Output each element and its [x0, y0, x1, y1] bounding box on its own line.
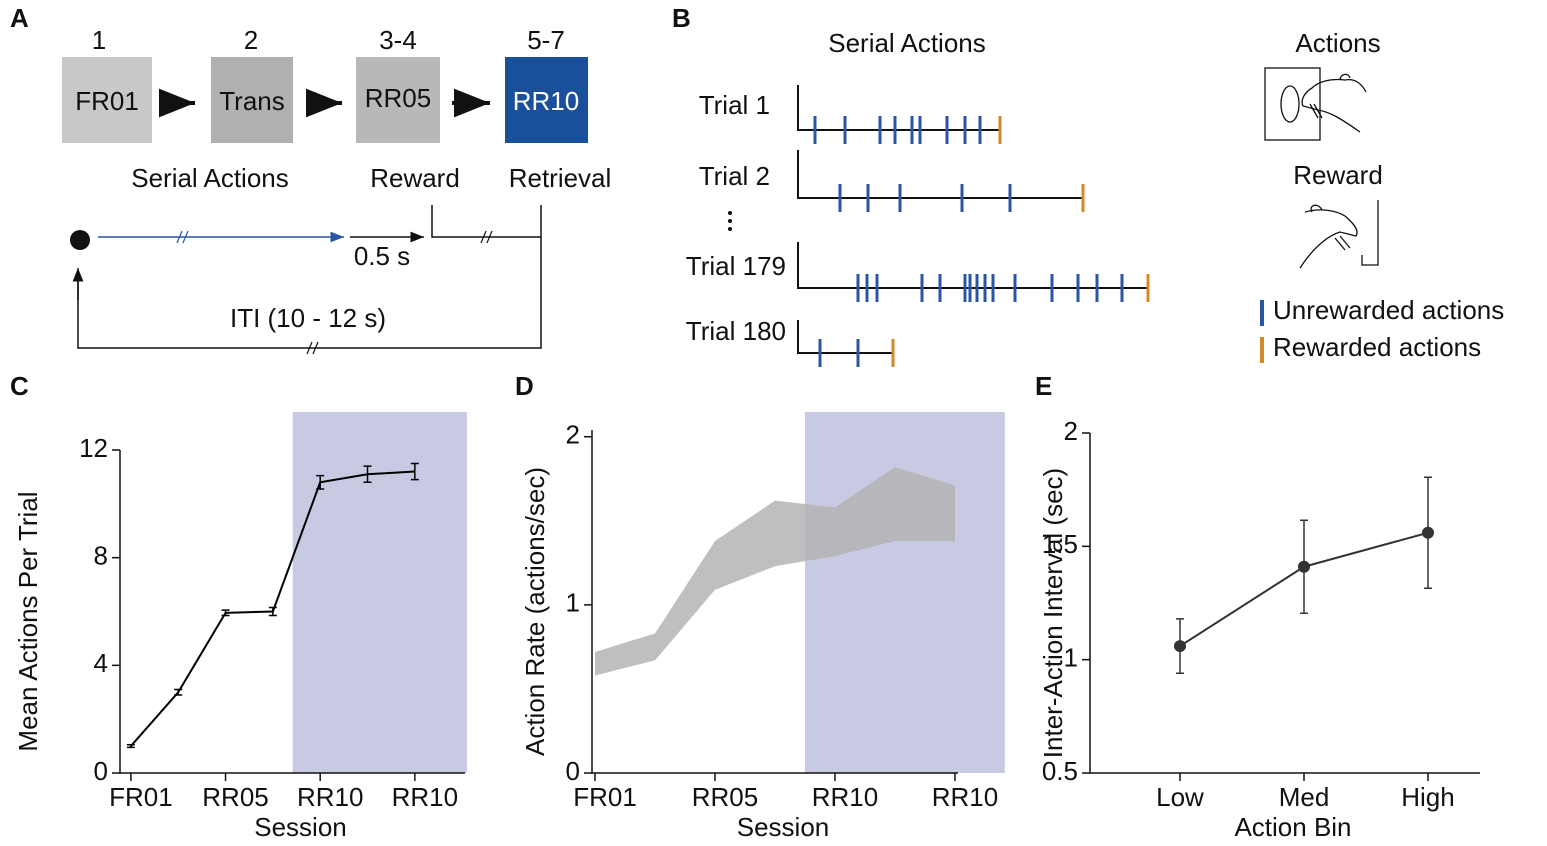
panel-b: B Serial Actions Trial 1 Trial 2 Trial 1… [672, 3, 1504, 367]
legend-label: Unrewarded actions [1273, 295, 1504, 325]
error-bar [126, 743, 135, 749]
y-tick-label: 0 [566, 756, 580, 786]
data-band [595, 466, 955, 676]
stage-label: Trans [219, 86, 285, 116]
x-tick-label: RR10 [932, 782, 998, 812]
x-tick-label: RR05 [202, 782, 268, 812]
stage-label: FR01 [75, 86, 139, 116]
x-axis-label: Action Bin [1234, 812, 1351, 842]
panel-letter: E [1035, 371, 1052, 401]
raster-axis [797, 85, 1148, 354]
trial-label: Trial 2 [699, 161, 770, 191]
x-axis-label: Session [737, 812, 830, 842]
stage-box [211, 57, 293, 143]
shaded-region [292, 412, 467, 773]
y-axis-label: Inter-Action Interval (sec) [1038, 468, 1068, 758]
rewarded-tick [891, 116, 1150, 367]
event-label: Serial Actions [131, 163, 289, 193]
y-tick-label: 12 [79, 433, 108, 463]
y-tick-label: 4 [94, 648, 108, 678]
y-axis-label: Action Rate (actions/sec) [520, 467, 550, 756]
error-bar [268, 606, 277, 617]
axis [1089, 433, 1480, 774]
error-bar [363, 465, 372, 484]
panel-title: Serial Actions [828, 28, 986, 58]
icon-label: Actions [1295, 28, 1380, 58]
step-number: 2 [244, 25, 258, 55]
reward-icon [1299, 200, 1379, 269]
x-tick-label: RR10 [392, 782, 458, 812]
trial-label: Trial 1 [699, 90, 770, 120]
action-icon [1264, 67, 1367, 141]
start-dot [70, 230, 90, 250]
y-tick-label: 2 [566, 420, 580, 450]
step-number: 1 [92, 25, 106, 55]
x-tick-label: RR05 [692, 782, 758, 812]
break [176, 230, 189, 244]
ellipsis [728, 211, 732, 231]
error-bar [174, 688, 183, 696]
x-tick-label: RR10 [297, 782, 363, 812]
y-tick-label: 8 [94, 541, 108, 571]
x-tick-label: Med [1279, 782, 1330, 812]
y-tick-label: 0 [94, 756, 108, 786]
break [306, 230, 493, 355]
stage-label: RR10 [513, 86, 579, 116]
delay-label: 0.5 s [354, 241, 410, 271]
x-axis-label: Session [254, 812, 347, 842]
y-tick-label: 1 [1064, 643, 1078, 673]
error-bar [410, 462, 419, 481]
x-tick-label: FR01 [109, 782, 173, 812]
error-bar [316, 474, 325, 490]
stage-box [505, 57, 588, 143]
icon-label: Reward [1293, 160, 1383, 190]
data-point [1422, 526, 1434, 539]
y-tick-label: 1 [566, 588, 580, 618]
shaded-region [805, 412, 1005, 773]
x-tick-label: FR01 [573, 782, 637, 812]
y-tick-label: 2 [1064, 416, 1078, 446]
stage-label: RR05 [365, 83, 431, 113]
y-tick-label: 1.5 [1042, 529, 1078, 559]
stage-box [62, 57, 152, 143]
panel-letter: D [515, 371, 534, 401]
panel-letter: B [672, 3, 691, 33]
x-tick-label: Low [1156, 782, 1204, 812]
unrewarded-tick [813, 116, 1124, 367]
legend-label: Rewarded actions [1273, 332, 1481, 362]
data-point [1298, 560, 1310, 573]
x-tick-label: RR10 [812, 782, 878, 812]
data-point [1174, 640, 1186, 653]
step-number: 3-4 [379, 25, 417, 55]
error-bar [221, 609, 230, 617]
iti-label: ITI (10 - 12 s) [230, 303, 386, 333]
y-tick-label: 0.5 [1042, 756, 1078, 786]
panel-letter: C [10, 371, 29, 401]
panel-letter: A [10, 3, 29, 33]
trial-label: Trial 179 [686, 251, 786, 281]
panel-a: A 1 2 3-4 5-7 FR01 Trans RR05 RR10 Seria… [10, 3, 612, 355]
x-tick-label: High [1401, 782, 1454, 812]
y-axis-label: Mean Actions Per Trial [13, 491, 43, 751]
trial-label: Trial 180 [686, 316, 786, 346]
stage-box [356, 57, 440, 143]
step-number: 5-7 [527, 25, 565, 55]
event-label: Retrieval [509, 163, 612, 193]
event-label: Reward [370, 163, 460, 193]
